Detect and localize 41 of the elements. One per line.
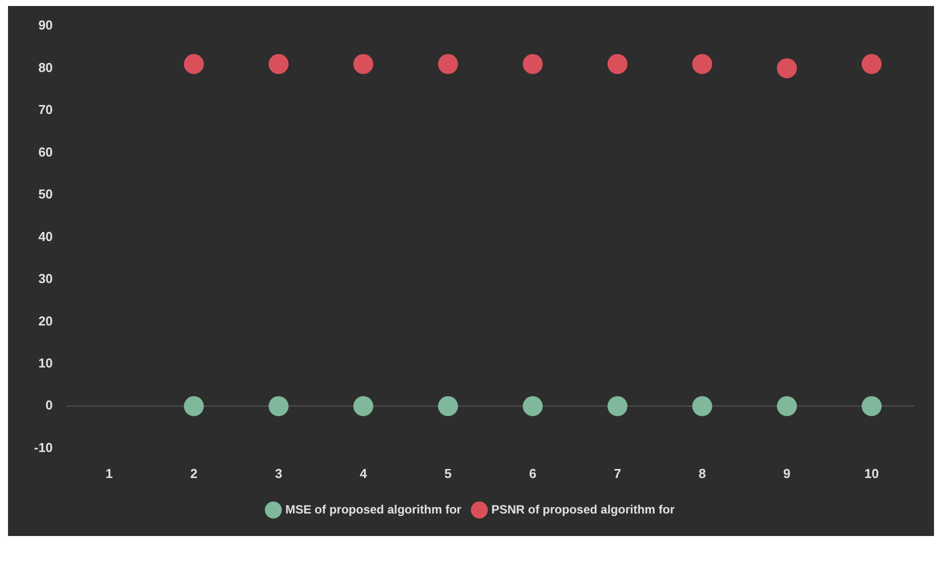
point <box>438 54 458 74</box>
point <box>353 54 374 74</box>
point <box>776 58 797 78</box>
point <box>268 54 289 74</box>
x-tick-label: 1 <box>106 466 113 481</box>
point <box>268 396 289 416</box>
y-tick-label: 20 <box>38 313 53 328</box>
point <box>862 396 882 416</box>
x-tick-label: 8 <box>698 466 706 481</box>
point <box>184 54 204 74</box>
y-tick-label: 90 <box>38 18 53 33</box>
point <box>607 54 628 74</box>
y-tick-label: 30 <box>38 271 53 286</box>
x-tick-label: 10 <box>864 466 879 481</box>
point <box>522 396 543 416</box>
x-tick-label: 5 <box>444 466 452 481</box>
x-tick-label: 9 <box>783 466 791 481</box>
point <box>776 396 797 416</box>
x-tick-label: 6 <box>529 466 536 481</box>
x-tick-label: 4 <box>360 466 368 481</box>
point <box>862 54 882 74</box>
point <box>692 396 712 416</box>
point <box>353 396 374 416</box>
point <box>522 54 543 74</box>
y-tick-label: 80 <box>38 60 53 75</box>
x-tick-label: 3 <box>274 466 282 481</box>
y-tick-label: 60 <box>38 144 53 160</box>
y-tick-label: 10 <box>38 356 53 370</box>
x-tick-label: 2 <box>190 466 198 481</box>
legend-label: PSNR of proposed algorithm for <box>491 502 675 516</box>
point <box>184 396 204 416</box>
y-tick-label: 70 <box>38 102 53 118</box>
y-tick-label: 40 <box>38 228 53 244</box>
x-tick-label: 7 <box>614 466 622 481</box>
point <box>438 396 458 416</box>
y-tick-label: 50 <box>38 186 53 202</box>
point <box>607 396 628 416</box>
legend-label: MSE of proposed algorithm for <box>285 502 462 516</box>
y-tick-label: 0 <box>46 398 53 413</box>
point <box>692 54 712 74</box>
y-tick-label: -10 <box>34 440 53 455</box>
